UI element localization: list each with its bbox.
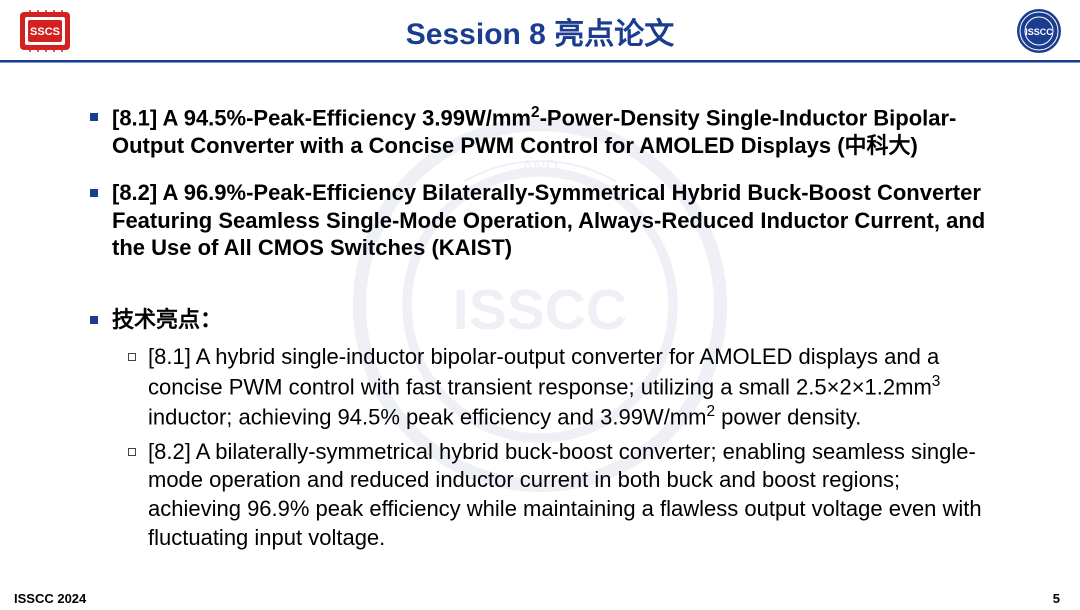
highlights-header: 技术亮点： [90, 306, 990, 334]
highlight-item: [8.2] A bilaterally-symmetrical hybrid b… [128, 438, 990, 552]
slide-footer: ISSCC 2024 5 [14, 591, 1060, 606]
highlight-text: [8.1] A hybrid single-inductor bipolar-o… [148, 343, 990, 431]
svg-text:ISSCC: ISSCC [1025, 27, 1053, 37]
bullet-icon [90, 189, 98, 197]
paper-title: [8.1] A 94.5%-Peak-Efficiency 3.99W/mm2-… [112, 103, 990, 159]
paper-item: [8.1] A 94.5%-Peak-Efficiency 3.99W/mm2-… [90, 103, 990, 159]
bullet-icon [90, 316, 98, 324]
highlights-list: [8.1] A hybrid single-inductor bipolar-o… [128, 343, 990, 552]
bullet-icon [90, 113, 98, 121]
sub-bullet-icon [128, 353, 136, 361]
footer-left: ISSCC 2024 [14, 591, 86, 606]
highlight-text: [8.2] A bilaterally-symmetrical hybrid b… [148, 438, 990, 552]
slide-header: SSCS Session 8 亮点论文 ISSCC [0, 0, 1080, 54]
page-number: 5 [1053, 591, 1060, 606]
sub-bullet-icon [128, 448, 136, 456]
highlight-item: [8.1] A hybrid single-inductor bipolar-o… [128, 343, 990, 431]
svg-text:SSCS: SSCS [30, 26, 60, 38]
slide-content: [8.1] A 94.5%-Peak-Efficiency 3.99W/mm2-… [0, 63, 1080, 552]
paper-title: [8.2] A 96.9%-Peak-Efficiency Bilaterall… [112, 179, 990, 262]
highlights-title: 技术亮点： [112, 306, 222, 334]
slide-title: Session 8 亮点论文 [406, 9, 674, 53]
paper-item: [8.2] A 96.9%-Peak-Efficiency Bilaterall… [90, 179, 990, 262]
isscc-logo: ISSCC [1016, 8, 1062, 54]
sscs-logo: SSCS [18, 10, 72, 52]
